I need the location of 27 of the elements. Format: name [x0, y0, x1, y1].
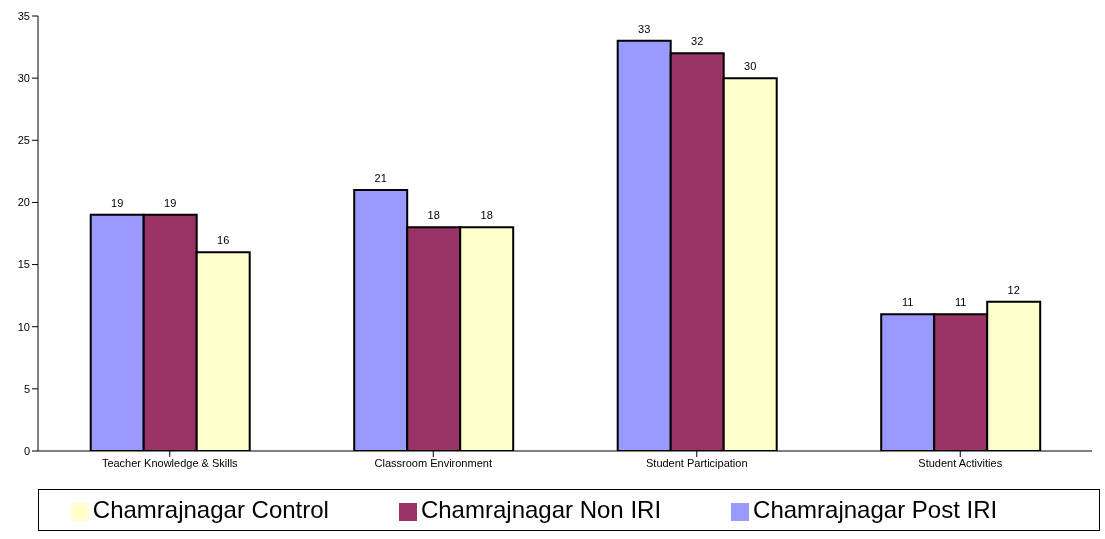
y-tick-label: 10	[17, 320, 30, 333]
data-label: 32	[691, 35, 704, 48]
y-tick-label: 5	[23, 382, 30, 395]
data-label: 19	[164, 196, 177, 209]
data-label: 18	[480, 209, 493, 222]
y-tick-label: 20	[17, 196, 30, 209]
y-tick-label: 35	[17, 9, 30, 22]
x-tick-label: Student Participation	[645, 456, 748, 469]
data-label: 11	[901, 296, 914, 309]
data-label: 11	[954, 296, 967, 309]
y-tick-label: 25	[17, 134, 30, 147]
data-label: 18	[427, 209, 440, 222]
y-tick-label: 15	[17, 258, 30, 271]
y-tick-label: 0	[23, 444, 30, 457]
data-label: 21	[374, 172, 387, 184]
x-tick-label: Teacher Knowledge & Skills	[101, 456, 239, 469]
legend-label: Chamrajnagar Post IRI	[753, 496, 998, 523]
y-tick-label: 30	[17, 72, 30, 85]
data-label: 33	[638, 22, 651, 35]
data-label: 12	[1007, 283, 1020, 296]
legend-label: Chamrajnagar Control	[92, 496, 329, 523]
x-tick-label: Classroom Environment	[374, 456, 492, 469]
legend-label: Chamrajnagar Non IRI	[420, 496, 662, 523]
data-label: 16	[217, 234, 230, 247]
data-label: 30	[744, 60, 757, 73]
x-tick-label: Student Activities	[918, 456, 1003, 469]
data-label: 19	[111, 196, 124, 209]
